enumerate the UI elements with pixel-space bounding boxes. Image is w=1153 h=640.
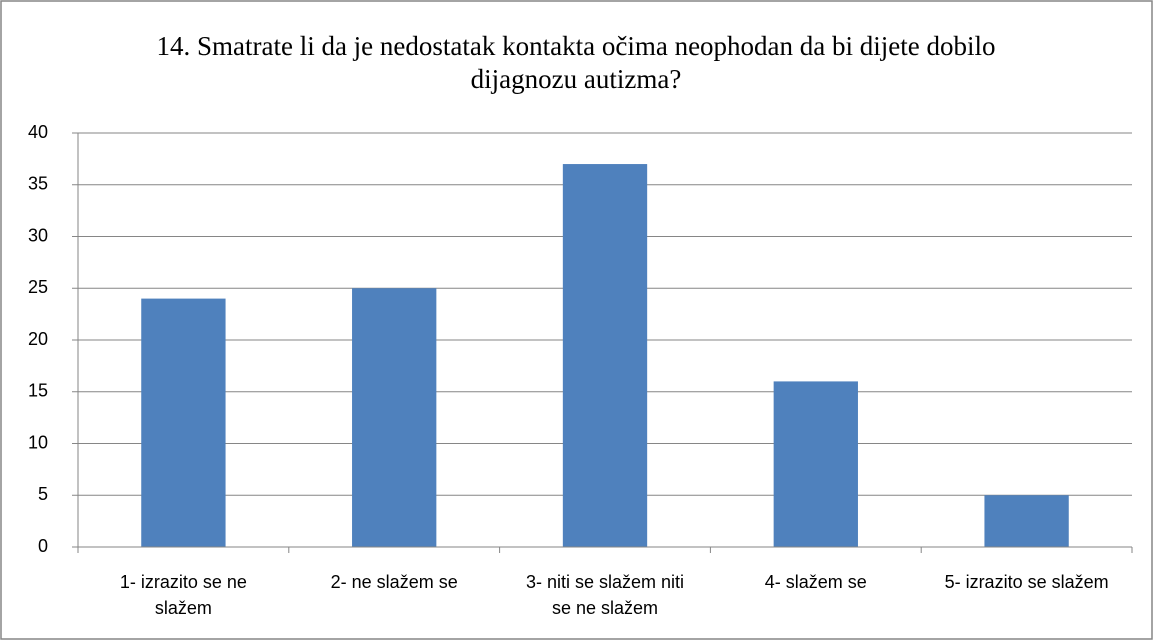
y-tick-label: 35 bbox=[28, 174, 48, 194]
y-tick-label: 40 bbox=[28, 122, 48, 142]
chart-title: 14. Smatrate li da je nedostatak kontakt… bbox=[156, 31, 996, 94]
y-tick-label: 20 bbox=[28, 329, 48, 349]
bar bbox=[984, 495, 1069, 547]
y-tick-label: 30 bbox=[28, 225, 48, 245]
y-tick-label: 15 bbox=[28, 381, 48, 401]
y-tick-label: 0 bbox=[38, 536, 48, 556]
bar bbox=[773, 381, 858, 547]
bar bbox=[141, 298, 226, 547]
bar bbox=[352, 288, 437, 547]
x-tick-label: 3- niti se slažem niti se ne slažem bbox=[525, 572, 685, 618]
y-tick-label: 25 bbox=[28, 277, 48, 297]
x-tick-label: 2- ne slažem se bbox=[330, 572, 458, 592]
y-tick-label: 5 bbox=[38, 484, 48, 504]
x-tick-label: 1- izrazito se ne slažem bbox=[119, 572, 247, 618]
x-tick-label: 5- izrazito se slažem bbox=[944, 572, 1109, 592]
bar bbox=[562, 164, 648, 548]
x-tick-label: 4- slažem se bbox=[764, 572, 867, 592]
y-tick-label: 10 bbox=[28, 432, 48, 452]
